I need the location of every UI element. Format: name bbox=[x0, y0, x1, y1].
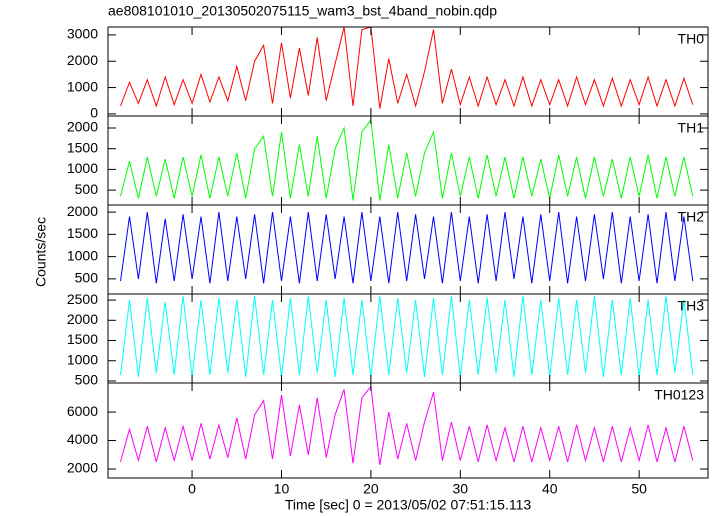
data-line bbox=[120, 26, 694, 109]
y-tick-label: 1500 bbox=[67, 331, 98, 347]
panel-label: TH0123 bbox=[654, 387, 704, 403]
data-line bbox=[120, 118, 694, 201]
panel-frame bbox=[107, 382, 709, 479]
data-line bbox=[120, 385, 694, 465]
y-tick-label: 1500 bbox=[67, 139, 98, 155]
y-tick-label: 2500 bbox=[67, 291, 98, 307]
y-tick-label: 2000 bbox=[67, 311, 98, 327]
y-tick-label: 2000 bbox=[67, 203, 98, 219]
x-tick-label: 10 bbox=[274, 481, 290, 497]
panel-frame bbox=[107, 204, 709, 295]
y-tick-label: 0 bbox=[90, 105, 98, 121]
y-tick-label: 2000 bbox=[67, 119, 98, 135]
y-tick-label: 2000 bbox=[67, 460, 98, 476]
data-line bbox=[120, 212, 694, 284]
y-axis-label: Counts/sec bbox=[33, 217, 49, 287]
data-line bbox=[120, 295, 694, 377]
y-tick-label: 4000 bbox=[67, 431, 98, 447]
y-tick-label: 1000 bbox=[67, 351, 98, 367]
panel-label: TH3 bbox=[678, 298, 705, 314]
x-tick-label: 20 bbox=[363, 481, 379, 497]
y-tick-label: 1500 bbox=[67, 225, 98, 241]
y-tick-label: 2000 bbox=[67, 52, 98, 68]
panel-label: TH0 bbox=[678, 31, 705, 47]
y-tick-label: 1000 bbox=[67, 160, 98, 176]
panel-label: TH2 bbox=[678, 209, 705, 225]
y-tick-label: 1000 bbox=[67, 247, 98, 263]
y-tick-label: 500 bbox=[75, 181, 99, 197]
x-tick-label: 40 bbox=[542, 481, 558, 497]
chart-title: ae808101010_20130502075115_wam3_bst_4ban… bbox=[108, 3, 497, 19]
y-tick-label: 3000 bbox=[67, 26, 98, 42]
x-tick-label: 30 bbox=[453, 481, 469, 497]
panel-frame bbox=[107, 26, 709, 117]
y-tick-label: 500 bbox=[75, 270, 99, 286]
panel-frame bbox=[107, 293, 709, 384]
x-axis-label: Time [sec] 0 = 2013/05/02 07:51:15.113 bbox=[285, 497, 532, 513]
x-tick-label: 50 bbox=[631, 481, 647, 497]
y-tick-label: 500 bbox=[75, 372, 99, 388]
y-tick-label: 6000 bbox=[67, 403, 98, 419]
x-tick-label: 0 bbox=[188, 481, 196, 497]
panel-label: TH1 bbox=[678, 120, 705, 136]
y-tick-label: 1000 bbox=[67, 78, 98, 94]
